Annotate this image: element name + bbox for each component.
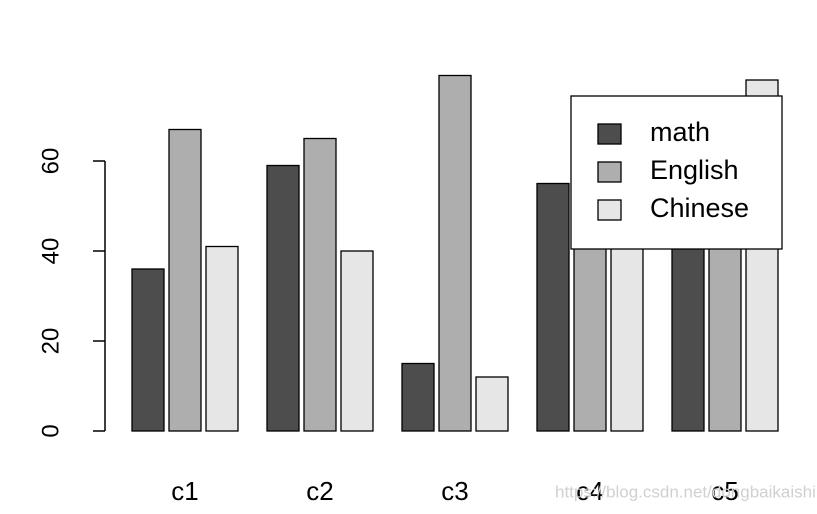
- legend-label: math: [650, 117, 710, 147]
- legend-swatch: [597, 199, 622, 221]
- bar: [266, 164, 300, 432]
- y-tick-label: 20: [37, 328, 64, 355]
- x-tick-label: c5: [711, 476, 738, 506]
- bar: [401, 362, 435, 432]
- legend-swatch: [597, 161, 622, 183]
- bar: [536, 182, 570, 432]
- watermark: https://blog.csdn.net/dongbaikaishi: [555, 482, 816, 501]
- y-tick-label: 40: [37, 238, 64, 265]
- x-tick-label: c2: [306, 476, 333, 506]
- bar: [340, 250, 374, 432]
- bar: [205, 245, 239, 432]
- legend-label: English: [650, 155, 739, 185]
- bar: [168, 128, 202, 432]
- y-tick-label: 60: [37, 148, 64, 175]
- x-tick-label: c4: [576, 476, 603, 506]
- bar: [475, 376, 509, 432]
- bar: [131, 268, 165, 432]
- x-tick-label: c1: [171, 476, 198, 506]
- y-tick-label: 0: [37, 424, 64, 437]
- legend-label: Chinese: [650, 193, 749, 223]
- legend-swatch: [597, 123, 622, 145]
- x-tick-label: c3: [441, 476, 468, 506]
- bar: [303, 137, 337, 432]
- bar: [438, 74, 472, 432]
